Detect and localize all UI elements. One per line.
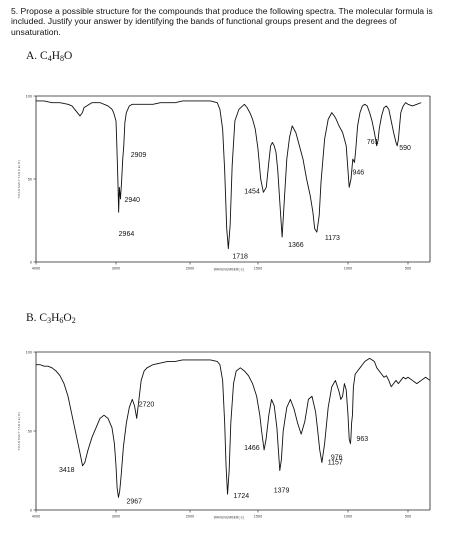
peak-label: 1718	[232, 254, 248, 261]
y-axis-title: TRANSMITTANCE(%)	[17, 411, 21, 451]
question-text: 5. Propose a possible structure for the …	[11, 6, 433, 37]
peak-label: 2720	[139, 401, 155, 408]
spectrum-trace	[36, 100, 422, 250]
peak-label: 590	[399, 145, 411, 152]
y-tick-label: 50	[28, 177, 32, 181]
peak-label: 1173	[325, 235, 340, 242]
peak-label: 2940	[124, 197, 140, 204]
y-tick-label: 0	[30, 508, 32, 512]
x-tick-label: 3000	[112, 515, 120, 519]
peak-label: 2967	[126, 498, 142, 505]
spectrum-a-formula-sub-h: 8	[60, 54, 65, 63]
spectrum-b-formula-o: O	[63, 312, 72, 324]
x-tick-label: 1500	[254, 267, 262, 271]
peak-label: 1379	[274, 488, 290, 495]
x-tick-label: 1000	[344, 515, 352, 519]
spectrum-a-label: A. C4H8O	[26, 50, 72, 63]
peak-label: 1454	[244, 188, 260, 195]
spectrum-b-formula-h: H	[51, 312, 60, 324]
peak-label: 1724	[234, 493, 250, 500]
y-tick-label: 100	[26, 350, 32, 354]
x-tick-label: 1500	[254, 515, 262, 519]
spectrum-b-formula-sub-h: 6	[59, 316, 64, 325]
spectrum-b-label-prefix: B. C	[26, 312, 48, 324]
x-tick-label: 3000	[112, 267, 120, 271]
peak-label: 3418	[59, 467, 75, 474]
spectrum-b-label: B. C3H6O2	[26, 312, 76, 325]
y-axis-title: TRANSMITTANCE(%)	[17, 159, 21, 199]
spectrum-a-formula-h: H	[51, 50, 61, 62]
x-tick-label: 2000	[186, 267, 194, 271]
ir-spectrum-b: 4000 3000 2000 1500 1000 500 0 50 100 WAVENUMBER(…	[17, 350, 431, 520]
y-tick-label: 0	[30, 260, 32, 264]
peak-label: 1466	[244, 445, 260, 452]
x-tick-label: 1000	[344, 267, 352, 271]
x-tick-label: 2000	[186, 515, 194, 519]
y-tick-label: 50	[28, 429, 32, 433]
peak-label: 2909	[131, 152, 147, 159]
x-axis-title: WAVENUMBER(-1)	[214, 268, 245, 272]
x-tick-label: 4000	[32, 515, 40, 519]
peak-label: 976	[331, 455, 343, 462]
spectrum-a-formula-o: O	[64, 50, 73, 62]
peak-label: 963	[356, 436, 368, 443]
spectrum-a-formula-sub-c: 4	[47, 54, 52, 63]
peak-label: 761	[367, 139, 379, 146]
spectrum-a-label-prefix: A. C	[26, 50, 48, 62]
peak-label: 1366	[288, 242, 304, 249]
peak-label: 946	[352, 169, 364, 176]
x-axis-title: WAVENUMBER(-1)	[214, 516, 245, 520]
y-tick-label: 100	[26, 94, 32, 98]
x-tick-label: 500	[405, 267, 411, 271]
peak-label: 1157	[328, 460, 343, 467]
spectrum-trace	[36, 357, 431, 498]
x-tick-label: 4000	[32, 267, 40, 271]
spectrum-b-formula-sub-c: 3	[47, 316, 52, 325]
x-tick-label: 500	[405, 515, 411, 519]
spectrum-b-formula-sub-o: 2	[71, 316, 76, 325]
ir-spectrum-a: 4000 3000 2000 1500 1000 500 0 50 100 WAVENUMBER(…	[17, 94, 431, 272]
peak-label: 2964	[119, 231, 135, 238]
